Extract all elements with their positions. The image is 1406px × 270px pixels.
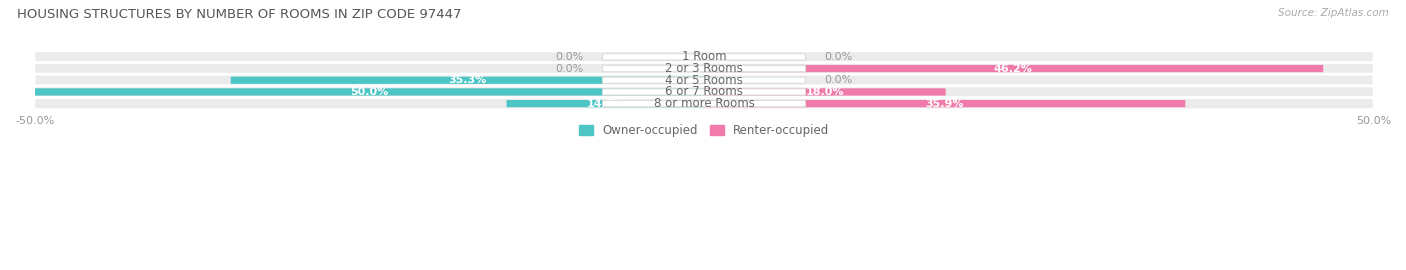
FancyBboxPatch shape (34, 51, 1374, 63)
Text: 14.7%: 14.7% (586, 99, 626, 109)
FancyBboxPatch shape (34, 88, 704, 96)
Text: Source: ZipAtlas.com: Source: ZipAtlas.com (1278, 8, 1389, 18)
FancyBboxPatch shape (506, 100, 704, 107)
Text: 6 or 7 Rooms: 6 or 7 Rooms (665, 85, 742, 99)
Text: 50.0%: 50.0% (350, 87, 388, 97)
FancyBboxPatch shape (703, 65, 1323, 72)
Text: 35.3%: 35.3% (449, 75, 486, 85)
Text: HOUSING STRUCTURES BY NUMBER OF ROOMS IN ZIP CODE 97447: HOUSING STRUCTURES BY NUMBER OF ROOMS IN… (17, 8, 461, 21)
FancyBboxPatch shape (34, 86, 1374, 98)
Text: 4 or 5 Rooms: 4 or 5 Rooms (665, 74, 742, 87)
FancyBboxPatch shape (603, 100, 806, 107)
Text: 1 Room: 1 Room (682, 50, 727, 63)
Text: 18.0%: 18.0% (806, 87, 844, 97)
FancyBboxPatch shape (603, 77, 806, 83)
FancyBboxPatch shape (703, 88, 946, 96)
Text: 0.0%: 0.0% (555, 52, 583, 62)
FancyBboxPatch shape (703, 100, 1185, 107)
FancyBboxPatch shape (34, 62, 1374, 75)
FancyBboxPatch shape (34, 74, 1374, 86)
Legend: Owner-occupied, Renter-occupied: Owner-occupied, Renter-occupied (574, 119, 834, 142)
Text: 0.0%: 0.0% (555, 63, 583, 73)
FancyBboxPatch shape (603, 89, 806, 95)
FancyBboxPatch shape (603, 65, 806, 72)
FancyBboxPatch shape (603, 54, 806, 60)
Text: 8 or more Rooms: 8 or more Rooms (654, 97, 755, 110)
FancyBboxPatch shape (34, 97, 1374, 110)
Text: 2 or 3 Rooms: 2 or 3 Rooms (665, 62, 742, 75)
Text: 35.9%: 35.9% (925, 99, 963, 109)
Text: 0.0%: 0.0% (824, 75, 852, 85)
Text: 46.2%: 46.2% (994, 63, 1032, 73)
FancyBboxPatch shape (231, 77, 704, 84)
Text: 0.0%: 0.0% (824, 52, 852, 62)
